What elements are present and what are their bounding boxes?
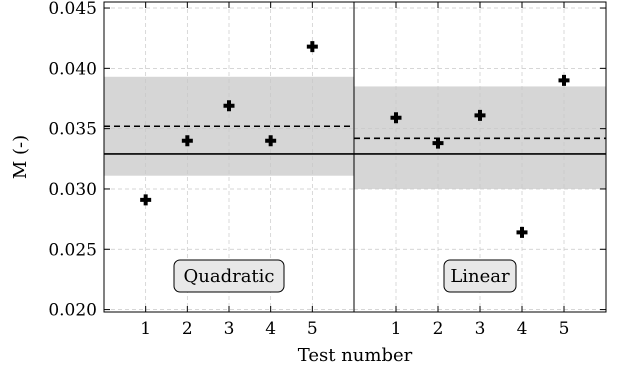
data-point	[181, 135, 193, 147]
data-point	[265, 135, 277, 147]
y-axis-label: M (-)	[10, 135, 31, 179]
x-tick-label: 1	[140, 319, 151, 339]
data-point	[432, 137, 444, 149]
panel-quadratic: 1 2 3 4 5 Quadratic	[103, 1, 355, 339]
x-axis-label: Test number	[298, 345, 413, 366]
y-tick-label: 0.020	[48, 301, 97, 321]
x-tick-label: 4	[265, 319, 276, 339]
panel-label: Quadratic	[183, 266, 274, 287]
y-tick-label: 0.035	[48, 120, 97, 140]
data-point	[223, 100, 235, 112]
x-tick-label: 3	[224, 319, 235, 339]
x-tick-label: 4	[517, 319, 528, 339]
y-tick-label: 0.025	[48, 240, 97, 260]
data-point	[390, 112, 402, 124]
y-tick-label: 0.040	[48, 59, 97, 79]
y-axis: 0.020 0.025 0.030 0.035 0.040 0.045	[48, 0, 606, 321]
panel-linear: 1 2 3 4 5 Linear	[353, 1, 607, 339]
data-point	[140, 194, 152, 206]
x-tick-label: 3	[475, 319, 486, 339]
y-tick-label: 0.045	[48, 0, 97, 19]
panel-label: Linear	[450, 266, 510, 287]
x-tick-label: 5	[559, 319, 570, 339]
data-point	[306, 41, 318, 53]
x-tick-label: 2	[182, 319, 193, 339]
y-tick-label: 0.030	[48, 180, 97, 200]
x-tick-label: 2	[433, 319, 444, 339]
x-tick-label: 1	[391, 319, 402, 339]
data-point	[474, 109, 486, 121]
x-tick-label: 5	[307, 319, 318, 339]
data-point	[558, 74, 570, 86]
data-point	[516, 226, 528, 238]
panel-label-box	[443, 259, 517, 293]
panel-label-box	[173, 259, 285, 293]
